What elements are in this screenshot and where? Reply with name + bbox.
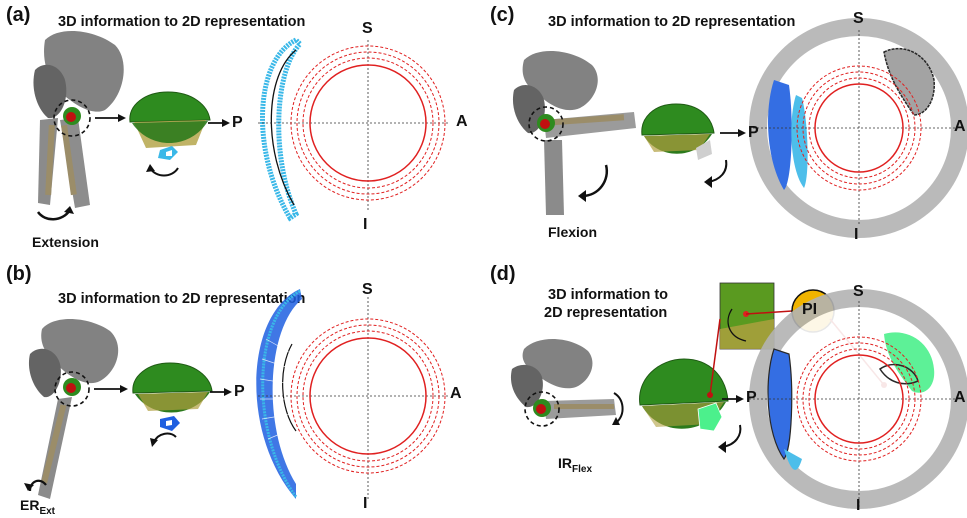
panel-title-line1: 3D information to <box>548 287 669 303</box>
hip-model <box>28 319 119 499</box>
rotation-arrow <box>613 392 624 424</box>
contact-patch-icon <box>696 140 712 160</box>
axis-label-anterior: A <box>456 113 468 130</box>
panel-label: (c) <box>490 4 515 26</box>
motion-label: ERExt <box>20 497 56 517</box>
joint-focus-circle <box>528 106 564 142</box>
panel-label: (a) <box>6 4 31 26</box>
polar-map <box>258 297 450 499</box>
acetabular-cup <box>132 362 213 394</box>
polar-map <box>258 40 450 212</box>
polar-map <box>749 301 956 509</box>
axis-label-anterior: A <box>954 389 966 406</box>
axis-label-superior: S <box>853 10 864 27</box>
joint-focus-circle <box>524 391 560 427</box>
panel-a-graphic <box>33 30 450 222</box>
axis-label-superior: S <box>362 281 373 298</box>
panel-label: (b) <box>6 263 32 285</box>
axis-label-inferior: I <box>363 495 368 512</box>
joint-focus-circle <box>53 99 91 137</box>
panel-b: (b) 3D information to 2D representation <box>0 259 483 518</box>
rotation-arrow <box>581 164 609 198</box>
acetabular-cup <box>641 103 715 136</box>
hip-model <box>33 30 124 208</box>
acetabular-cup <box>639 358 729 406</box>
axis-label-posterior: P <box>746 389 757 406</box>
contact-map-cyan <box>259 36 304 222</box>
panel-title: 3D information to 2D representation <box>548 14 796 30</box>
contact-patch-icon <box>697 402 723 432</box>
panel-b-graphic <box>24 289 450 499</box>
axis-label-inferior: I <box>363 216 368 233</box>
motion-label: Extension <box>32 234 99 250</box>
acetabular-cup <box>129 91 211 123</box>
panel-d: (d) 3D information to 2D representation <box>484 259 967 518</box>
axis-label-posterior: P <box>234 383 245 400</box>
motion-label: Flexion <box>548 224 598 240</box>
pi-badge-label: PI <box>802 301 818 318</box>
axis-label-posterior: P <box>232 114 243 131</box>
axis-label-inferior: I <box>854 226 859 243</box>
panel-title: 3D information to 2D representation <box>58 291 306 307</box>
panel-label: (d) <box>490 263 516 285</box>
axis-label-anterior: A <box>450 385 462 402</box>
axis-label-superior: S <box>362 20 373 37</box>
panel-d-graphic <box>510 282 967 509</box>
panel-title-line2: 2D representation <box>544 305 668 321</box>
axis-label-inferior: I <box>856 497 861 514</box>
panel-c-graphic <box>512 18 967 238</box>
panel-a: (a) 3D information to 2D representation <box>0 0 483 259</box>
joint-focus-circle <box>54 371 90 407</box>
motion-label: IRFlex <box>558 455 593 475</box>
panel-c: (c) 3D information to 2D representation <box>484 0 967 259</box>
polar-map <box>749 30 956 226</box>
hip-model <box>510 339 616 419</box>
axis-label-superior: S <box>853 283 864 300</box>
axis-label-anterior: A <box>954 118 966 135</box>
axis-label-posterior: P <box>748 124 759 141</box>
hip-model <box>512 50 636 215</box>
panel-title: 3D information to 2D representation <box>58 14 306 30</box>
